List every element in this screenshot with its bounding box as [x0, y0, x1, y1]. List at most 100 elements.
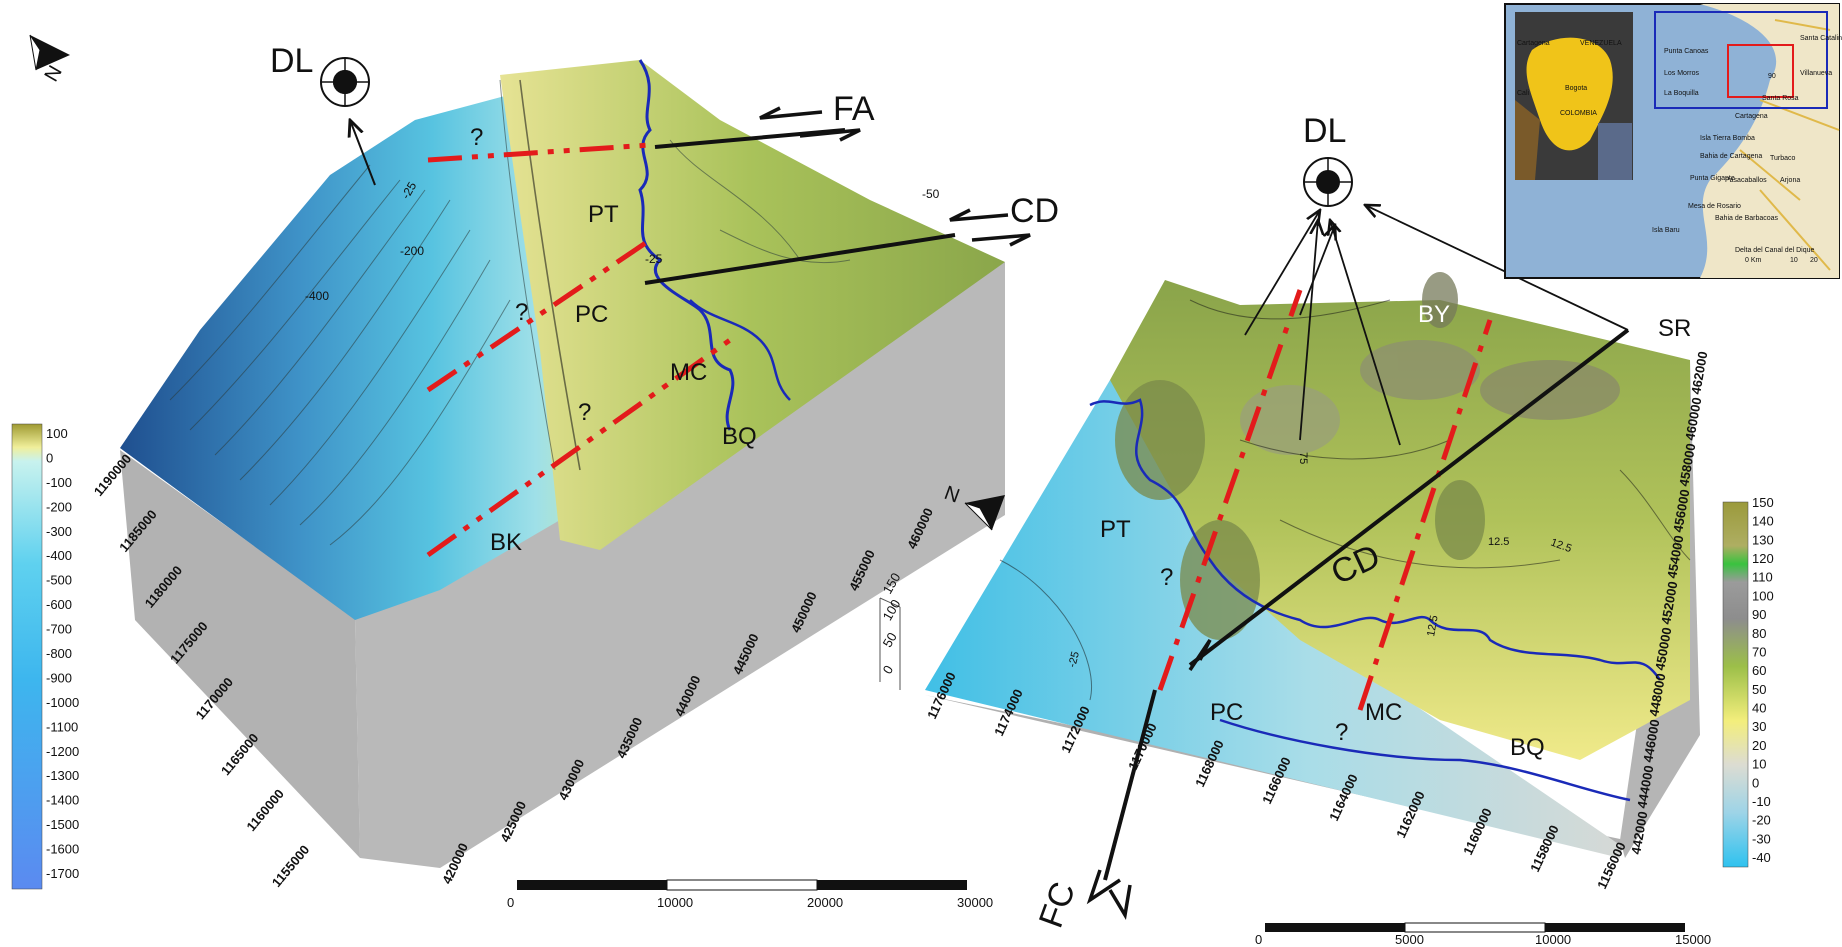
svg-text:-25: -25: [645, 252, 663, 266]
svg-text:12.5: 12.5: [1488, 536, 1509, 548]
left-scale-label: 0: [507, 895, 514, 910]
inset-label: Turbaco: [1770, 155, 1796, 162]
left-legend-label: 0: [46, 450, 53, 465]
left-legend-label: -1700: [46, 866, 79, 881]
left-label-bq: BQ: [722, 423, 757, 450]
inset-label: 20: [1810, 257, 1818, 264]
right-legend-label: 70: [1752, 644, 1766, 659]
left-label-q1: ?: [470, 124, 483, 151]
left-legend-label: -500: [46, 573, 72, 588]
left-legend-label: -100: [46, 475, 72, 490]
right-legend-label: 90: [1752, 607, 1766, 622]
right-label-pt: PT: [1100, 516, 1131, 543]
left-north-arrow: N: [29, 34, 70, 86]
left-label-bk: BK: [490, 529, 522, 556]
right-x-tick-label: 452000: [1658, 580, 1680, 625]
right-legend-label: 130: [1752, 532, 1774, 547]
inset-label: Villanueva: [1800, 70, 1832, 77]
left-legend-label: -1000: [46, 695, 79, 710]
left-scale-bar: 0 10000 20000 30000: [507, 879, 993, 910]
right-label-dl: DL: [1303, 112, 1346, 150]
inset-label: Isla Baru: [1652, 227, 1680, 234]
right-x-tick-label: 460000: [1682, 396, 1704, 441]
inset-label: 10: [1790, 257, 1798, 264]
left-faults: [426, 142, 732, 558]
right-faults: [1157, 289, 1493, 711]
left-legend-label: -800: [46, 646, 72, 661]
left-legend-labels: 100 0 -100 -200 -300 -400 -500 -600 -700 -800 -900…: [46, 426, 79, 881]
left-legend-label: -1200: [46, 744, 79, 759]
left-label-mc: MC: [670, 359, 707, 386]
right-legend-label: 10: [1752, 757, 1766, 772]
left-block-side-face: [120, 450, 360, 858]
right-scale-bar: 0 5000 10000 15000: [1255, 922, 1711, 947]
left-legend-label: 100: [46, 426, 68, 441]
inset-label: Punta Gigante: [1690, 175, 1735, 182]
right-coastline: [1089, 398, 1662, 681]
left-legend-label: -1500: [46, 817, 79, 832]
inset-label: VENEZUELA: [1580, 40, 1622, 47]
right-color-legend: 1501401301201101009080706050403020100-10…: [1722, 495, 1774, 868]
left-y-tick-label: 1165000: [218, 730, 262, 778]
svg-text:12.5: 12.5: [1425, 614, 1441, 637]
right-legend-label: 110: [1752, 570, 1773, 585]
svg-text:75: 75: [1297, 452, 1309, 464]
inset-labels: Cartagena VENEZUELA Cali Bogota COLOMBIA Punt…: [1517, 35, 1842, 264]
left-label-dl: DL: [270, 42, 313, 80]
right-legend-label: 140: [1752, 514, 1774, 529]
right-fault-fc: [1103, 689, 1157, 881]
left-fault-lines-black: [644, 128, 956, 285]
left-legend-label: -1400: [46, 793, 79, 808]
right-x-tick-label: 458000: [1676, 442, 1698, 487]
inset-label: Delta del Canal del Dique: [1735, 247, 1814, 254]
location-inset-map: Cartagena VENEZUELA Cali Bogota COLOMBIA Punt…: [1504, 3, 1842, 279]
right-x-tick-label: 442000: [1628, 810, 1650, 855]
svg-text:-200: -200: [400, 244, 424, 258]
right-label-q1: ?: [1160, 564, 1173, 591]
right-dl-pointers: [1244, 205, 1629, 446]
right-z-tick-label: 50: [880, 630, 900, 650]
left-legend-label: -600: [46, 597, 72, 612]
left-dl-symbol: [320, 57, 370, 107]
right-x-tick-label: 446000: [1640, 718, 1662, 763]
inset-label: COLOMBIA: [1560, 110, 1597, 117]
inset-label: Pasacaballos: [1725, 177, 1767, 184]
left-scale-label: 20000: [807, 895, 843, 910]
right-legend-label: 40: [1752, 701, 1766, 716]
right-contours: [999, 299, 1691, 701]
right-legend-label: 120: [1752, 551, 1774, 566]
inset-label: 0 Km: [1745, 257, 1762, 264]
right-scale-label: 10000: [1535, 932, 1571, 947]
left-contours: [169, 79, 851, 546]
right-hills: [1115, 272, 1620, 640]
left-block-sea-surface: [120, 60, 640, 620]
inset-label: Bogota: [1565, 85, 1587, 92]
inset-label: Bahia de Cartagena: [1700, 153, 1762, 160]
left-scale-labels: 0 10000 20000 30000: [507, 895, 993, 910]
right-scale-labels: 0 5000 10000 15000: [1255, 932, 1711, 947]
right-label-sr: SR: [1658, 315, 1691, 342]
left-label-pt: PT: [588, 201, 619, 228]
left-dl-pointer: [350, 120, 376, 186]
left-label-cd: CD: [1010, 192, 1059, 230]
right-strike-slip-arrows: [1086, 639, 1212, 920]
left-legend-label: -1600: [46, 842, 79, 857]
left-scale-label: 30000: [957, 895, 993, 910]
left-legend-label: -200: [46, 499, 72, 514]
inset-label: La Boquilla: [1664, 90, 1699, 97]
right-legend-label: 80: [1752, 626, 1766, 641]
right-legend-label: -30: [1752, 831, 1771, 846]
left-block-front-face: [355, 262, 1005, 868]
inset-label: Santa Rosa: [1762, 95, 1799, 102]
right-z-tick-label: 0: [880, 663, 897, 677]
left-legend-label: -300: [46, 524, 72, 539]
inset-label: 90: [1768, 73, 1776, 80]
inset-label: Bahia de Barbacoas: [1715, 215, 1779, 222]
right-legend-labels: 1501401301201101009080706050403020100-10…: [1752, 495, 1774, 865]
inset-label: Cartagena: [1735, 113, 1768, 120]
right-label-pc: PC: [1210, 699, 1243, 726]
right-x-tick-label: 444000: [1634, 764, 1656, 809]
